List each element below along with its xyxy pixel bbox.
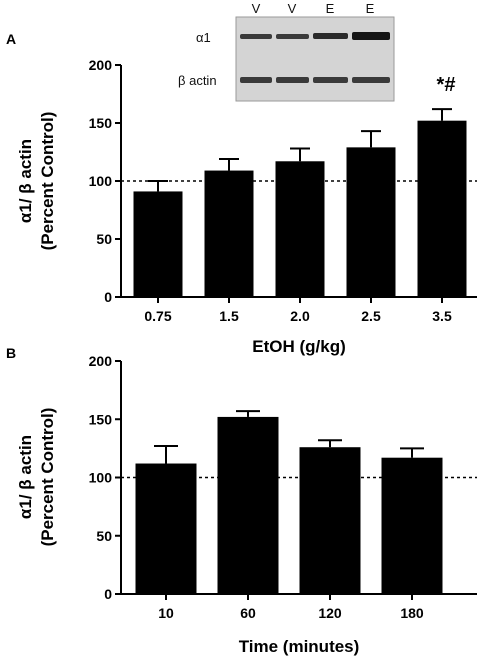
x-tick-label: 3.5 [432,308,452,324]
y-tick-label: 200 [89,57,113,73]
bar [217,416,279,594]
blot-lane-label: E [366,1,375,16]
y-tick-label: 150 [89,411,113,427]
bar [417,120,467,298]
blot-band [240,77,272,83]
panel-b: B α1/ β actin (Percent Control) Time (mi… [6,345,477,656]
significance-annotation: *# [437,74,456,96]
blot-band [276,77,309,83]
bar [299,447,361,594]
y-tick-label: 200 [89,353,113,369]
bar [346,147,396,297]
blot-band [313,77,348,83]
y-tick-label: 150 [89,115,113,131]
panel-a-letter: A [6,31,16,47]
blot-row-label-beta-actin: β actin [178,73,217,88]
blot-lane-label: V [288,1,297,16]
blot-band [313,33,348,39]
x-tick-label: 180 [400,605,424,621]
blot-membrane [235,16,395,102]
blot-band [240,34,272,39]
panel-b-ylabel-line2: (Percent Control) [38,408,57,547]
bar [204,170,254,297]
y-tick-label: 0 [104,586,112,602]
panel-b-plot-area: 0 50 100 150 200 10 60 120 180 [89,353,477,621]
bar [133,191,183,297]
bar [135,463,197,594]
blot-band [352,32,390,40]
x-tick-label: 1.5 [219,308,239,324]
x-tick-label: 2.0 [290,308,310,324]
blot-row-label-alpha1: α1 [196,30,211,45]
y-tick-label: 50 [96,528,112,544]
blot-lane-label: V [252,1,261,16]
panel-a-ylabel-line1: α1/ β actin [16,139,35,223]
y-tick-label: 100 [89,470,113,486]
panel-a: A α1/ β actin (Percent Control) EtOH (g/… [6,1,477,356]
panel-a-plot-area: 0 50 100 150 200 0.75 1.5 2.0 2.5 3.5 [89,57,477,324]
blot-band [276,34,309,39]
bar [381,457,443,594]
panel-b-xlabel: Time (minutes) [239,637,360,656]
panel-b-letter: B [6,345,16,361]
bar [275,161,325,297]
x-tick-label: 2.5 [361,308,381,324]
y-tick-label: 100 [89,173,113,189]
panel-a-xlabel: EtOH (g/kg) [252,337,346,356]
panel-b-ylabel-line1: α1/ β actin [16,435,35,519]
blot-lane-label: E [326,1,335,16]
panel-a-ylabel-line2: (Percent Control) [38,112,57,251]
x-tick-label: 0.75 [144,308,171,324]
blot-band [352,77,390,83]
blot-inset: V V E E α1 β actin [178,1,395,102]
x-tick-label: 120 [318,605,342,621]
y-tick-label: 0 [104,289,112,305]
x-tick-label: 10 [158,605,174,621]
y-tick-label: 50 [96,231,112,247]
x-tick-label: 60 [240,605,256,621]
